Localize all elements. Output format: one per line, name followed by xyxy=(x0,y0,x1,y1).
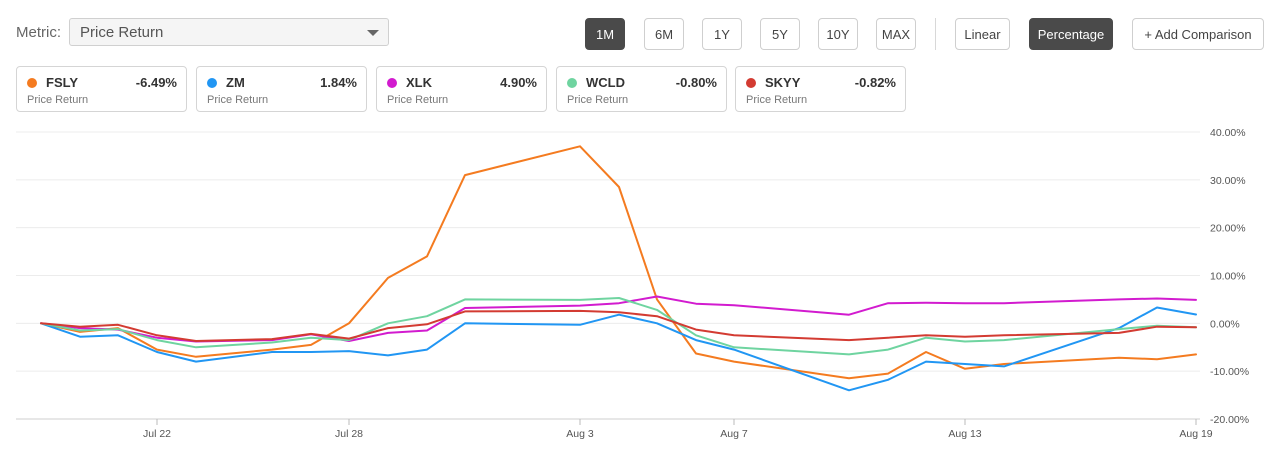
y-tick-label: 40.00% xyxy=(1210,127,1246,139)
series-color-dot xyxy=(207,78,217,88)
series-color-dot xyxy=(387,78,397,88)
series-line-wcld xyxy=(40,297,1197,356)
series-color-dot xyxy=(567,78,577,88)
y-tick-label: 20.00% xyxy=(1210,223,1246,235)
legend-ticker: SKYY xyxy=(765,75,801,90)
y-tick-label: -20.00% xyxy=(1210,414,1249,426)
range-button-1y[interactable]: 1Y xyxy=(702,18,742,50)
range-button-1m[interactable]: 1M xyxy=(585,18,625,50)
legend-value: -0.82% xyxy=(854,75,896,90)
legend-card-zm[interactable]: ZM 1.84% Price Return xyxy=(196,66,367,112)
metric-select[interactable]: Price Return xyxy=(69,18,389,46)
series-color-dot xyxy=(27,78,37,88)
x-tick-label: Aug 19 xyxy=(1179,428,1212,440)
toolbar-divider xyxy=(935,18,936,50)
chevron-down-icon xyxy=(367,30,379,36)
range-button-5y[interactable]: 5Y xyxy=(760,18,800,50)
legend-card-xlk[interactable]: XLK 4.90% Price Return xyxy=(376,66,547,112)
series-color-dot xyxy=(746,78,756,88)
x-tick-label: Jul 22 xyxy=(143,428,171,440)
series-line-skyy xyxy=(40,309,1197,342)
legend-card-fsly[interactable]: FSLY -6.49% Price Return xyxy=(16,66,187,112)
legend-value: 1.84% xyxy=(320,75,357,90)
legend-metric: Price Return xyxy=(746,94,808,106)
x-tick-label: Aug 3 xyxy=(566,428,594,440)
x-tick-label: Aug 7 xyxy=(720,428,748,440)
x-tick-label: Jul 28 xyxy=(335,428,363,440)
y-tick-label: 10.00% xyxy=(1210,271,1246,283)
legend-value: -6.49% xyxy=(135,75,177,90)
legend-value: 4.90% xyxy=(500,75,537,90)
metric-select-value: Price Return xyxy=(80,24,164,41)
legend-metric: Price Return xyxy=(27,94,89,106)
scale-button-linear[interactable]: Linear xyxy=(955,18,1010,50)
legend-metric: Price Return xyxy=(207,94,269,106)
range-button-10y[interactable]: 10Y xyxy=(818,18,858,50)
add-comparison-button[interactable]: + Add Comparison xyxy=(1132,18,1264,50)
y-tick-label: -10.00% xyxy=(1210,366,1249,378)
y-tick-label: 30.00% xyxy=(1210,175,1246,187)
y-tick-label: 0.00% xyxy=(1210,318,1240,330)
legend-value: -0.80% xyxy=(675,75,717,90)
legend-ticker: FSLY xyxy=(46,75,79,90)
legend-ticker: WCLD xyxy=(586,75,625,90)
legend-ticker: XLK xyxy=(406,75,432,90)
legend-metric: Price Return xyxy=(567,94,629,106)
series-line-zm xyxy=(40,306,1197,392)
series-line-fsly xyxy=(40,145,1197,380)
scale-button-percentage[interactable]: Percentage xyxy=(1029,18,1113,50)
range-button-max[interactable]: MAX xyxy=(876,18,916,50)
legend-metric: Price Return xyxy=(387,94,449,106)
metric-label: Metric: xyxy=(16,24,61,41)
range-button-6m[interactable]: 6M xyxy=(644,18,684,50)
legend-card-wcld[interactable]: WCLD -0.80% Price Return xyxy=(556,66,727,112)
x-tick-label: Aug 13 xyxy=(948,428,981,440)
legend-card-skyy[interactable]: SKYY -0.82% Price Return xyxy=(735,66,906,112)
legend-ticker: ZM xyxy=(226,75,245,90)
